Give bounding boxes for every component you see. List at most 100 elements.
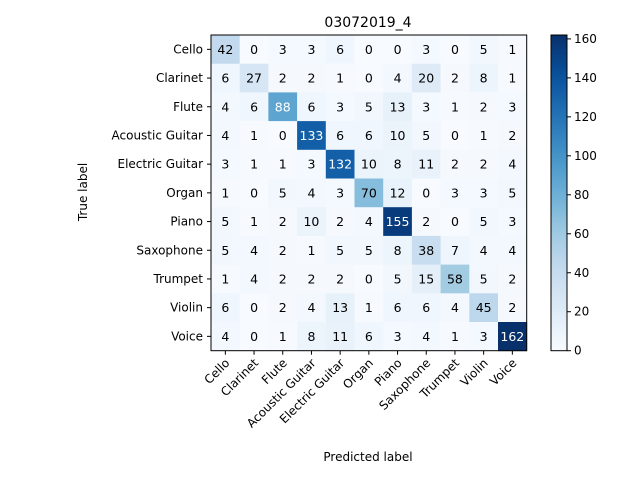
heatmap-cell bbox=[411, 63, 441, 93]
y-axis-label: True label bbox=[76, 163, 90, 222]
y-tick-label: Organ bbox=[166, 186, 203, 200]
heatmap-cell bbox=[211, 149, 241, 179]
heatmap-cell-value: 5 bbox=[365, 243, 373, 258]
heatmap-cell bbox=[354, 207, 384, 237]
heatmap-cell bbox=[383, 178, 413, 208]
heatmap-cell-value: 2 bbox=[451, 71, 459, 86]
heatmap-cell-value: 2 bbox=[279, 271, 287, 286]
heatmap-cell-value: 2 bbox=[279, 214, 287, 229]
heatmap-cell bbox=[440, 264, 470, 294]
heatmap-cell-value: 8 bbox=[480, 71, 488, 86]
heatmap-cell-value: 13 bbox=[332, 300, 348, 315]
heatmap-cell bbox=[354, 293, 384, 323]
heatmap-cell bbox=[440, 92, 470, 122]
heatmap-cell-value: 6 bbox=[307, 99, 315, 114]
heatmap-cell-value: 3 bbox=[336, 185, 344, 200]
heatmap-cell bbox=[469, 92, 499, 122]
heatmap-cell bbox=[411, 264, 441, 294]
heatmap-cell bbox=[239, 293, 269, 323]
y-tick-label: Saxophone bbox=[136, 243, 203, 257]
heatmap-cell bbox=[268, 92, 298, 122]
heatmap-cell-value: 11 bbox=[332, 329, 348, 344]
heatmap-cell-value: 5 bbox=[221, 243, 229, 258]
heatmap-cell-value: 6 bbox=[336, 42, 344, 57]
heatmap-cell-value: 5 bbox=[480, 42, 488, 57]
heatmap-cell-value: 10 bbox=[361, 157, 377, 172]
x-tick-label: Voice bbox=[487, 356, 519, 388]
heatmap-cell-value: 8 bbox=[394, 243, 402, 258]
y-tick-label: Piano bbox=[170, 215, 203, 229]
heatmap-cell bbox=[211, 235, 241, 265]
heatmap-cell bbox=[440, 207, 470, 237]
heatmap-cell-value: 6 bbox=[221, 71, 229, 86]
heatmap-cell-value: 0 bbox=[422, 185, 430, 200]
heatmap-cell bbox=[411, 293, 441, 323]
heatmap-cell bbox=[354, 35, 384, 65]
heatmap-cell-value: 1 bbox=[279, 157, 287, 172]
heatmap-cell-value: 0 bbox=[250, 42, 258, 57]
heatmap-cell bbox=[354, 63, 384, 93]
heatmap-cell bbox=[239, 178, 269, 208]
heatmap-cell bbox=[268, 121, 298, 151]
heatmap-cell-value: 3 bbox=[422, 42, 430, 57]
heatmap-cell bbox=[498, 207, 528, 237]
heatmap-cell bbox=[239, 235, 269, 265]
heatmap-cell bbox=[239, 264, 269, 294]
colorbar-tick-label: 40 bbox=[574, 266, 589, 280]
colorbar-tick-label: 0 bbox=[574, 344, 582, 358]
colorbar: 0 20 40 60 80 100 120 140 160 bbox=[550, 32, 597, 358]
heatmap-cell bbox=[297, 178, 327, 208]
heatmap-cell-value: 45 bbox=[476, 300, 492, 315]
heatmap-cell bbox=[354, 121, 384, 151]
heatmap-cell bbox=[297, 235, 327, 265]
heatmap-cell bbox=[440, 121, 470, 151]
y-tick-label: Voice bbox=[171, 329, 203, 343]
heatmap-cell bbox=[383, 293, 413, 323]
heatmap-cell bbox=[325, 121, 355, 151]
heatmap-cell-value: 0 bbox=[279, 128, 287, 143]
heatmap-cell bbox=[498, 178, 528, 208]
heatmap-cell bbox=[297, 322, 327, 352]
heatmap-cell bbox=[354, 264, 384, 294]
heatmap-cell bbox=[211, 264, 241, 294]
heatmap-cell bbox=[498, 322, 528, 352]
colorbar-tick-label: 140 bbox=[574, 71, 597, 85]
heatmap-cell-value: 1 bbox=[279, 329, 287, 344]
heatmap-cell-value: 1 bbox=[307, 243, 315, 258]
colorbar-gradient bbox=[550, 34, 568, 352]
heatmap-cell-value: 3 bbox=[422, 99, 430, 114]
colorbar-tick-label: 100 bbox=[574, 149, 597, 163]
y-tick-label: Trumpet bbox=[153, 272, 204, 286]
colorbar-tick-label: 160 bbox=[574, 32, 597, 46]
heatmap-cell-value: 1 bbox=[508, 42, 516, 57]
y-tick-label: Acoustic Guitar bbox=[112, 128, 204, 142]
y-tick-label: Flute bbox=[173, 100, 203, 114]
heatmap-cell bbox=[498, 63, 528, 93]
heatmap-cell bbox=[469, 235, 499, 265]
heatmap-cell-value: 6 bbox=[422, 300, 430, 315]
heatmap-cell bbox=[325, 235, 355, 265]
colorbar-tick-label: 60 bbox=[574, 227, 589, 241]
x-tick-label: Violin bbox=[458, 356, 491, 389]
heatmap-cell bbox=[325, 207, 355, 237]
heatmap-cell-value: 58 bbox=[447, 271, 463, 286]
heatmap-cell bbox=[440, 63, 470, 93]
heatmap-cell bbox=[411, 235, 441, 265]
heatmap-cell-value: 7 bbox=[451, 243, 459, 258]
heatmap-cell-value: 4 bbox=[508, 243, 516, 258]
heatmap-cell-value: 5 bbox=[336, 243, 344, 258]
heatmap-cell-value: 1 bbox=[250, 157, 258, 172]
heatmap-cell-value: 4 bbox=[221, 128, 229, 143]
heatmap-cell-value: 3 bbox=[394, 329, 402, 344]
heatmap-cell-value: 15 bbox=[418, 271, 434, 286]
heatmap-cell bbox=[268, 235, 298, 265]
heatmap-cell-value: 2 bbox=[336, 271, 344, 286]
heatmap-cell-value: 3 bbox=[508, 99, 516, 114]
heatmap-cell-value: 3 bbox=[336, 99, 344, 114]
heatmap-cell-value: 13 bbox=[390, 99, 406, 114]
heatmap-cell-value: 1 bbox=[250, 128, 258, 143]
heatmap-cell bbox=[383, 149, 413, 179]
heatmap-cell-value: 4 bbox=[221, 99, 229, 114]
heatmap-cell bbox=[239, 322, 269, 352]
heatmap-cell bbox=[383, 322, 413, 352]
